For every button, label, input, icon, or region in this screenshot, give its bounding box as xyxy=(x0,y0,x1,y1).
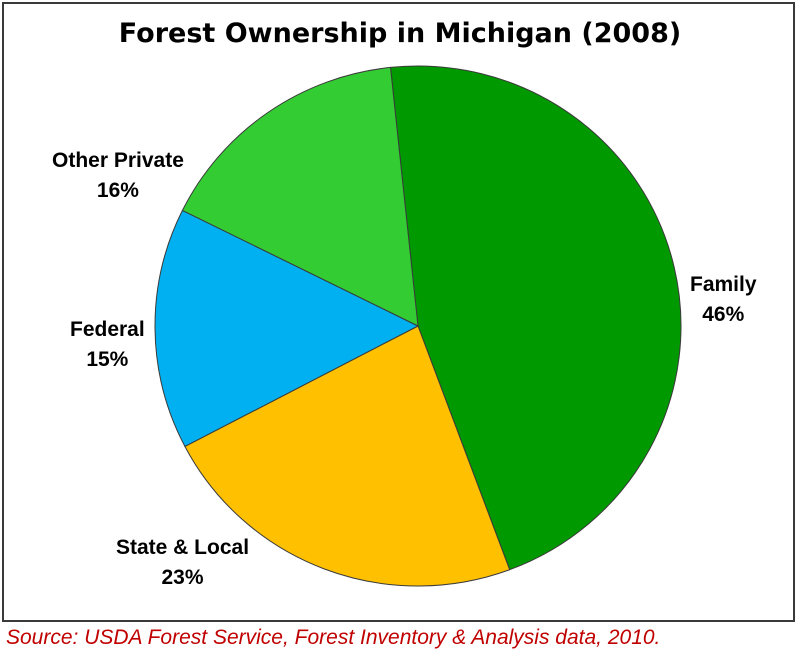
pie-slice-state-local xyxy=(184,325,511,587)
slice-label-state-local-name: State & Local xyxy=(116,536,250,559)
slice-label-family-value: 46% xyxy=(702,303,745,326)
slice-label-family: Family 46% xyxy=(690,270,757,330)
chart-title: Forest Ownership in Michigan (2008) xyxy=(118,18,682,49)
slice-label-other-private: Other Private 16% xyxy=(52,146,184,206)
source-note: Source: USDA Forest Service, Forest Inve… xyxy=(6,626,661,649)
slice-label-other-private-value: 16% xyxy=(96,179,139,202)
slice-label-state-local-value: 23% xyxy=(161,566,204,589)
pie-slice-federal xyxy=(154,209,420,448)
pie-slice-other-private xyxy=(181,66,419,327)
slice-label-federal-value: 15% xyxy=(86,348,129,371)
slice-label-other-private-name: Other Private xyxy=(52,149,184,172)
slice-label-federal-name: Federal xyxy=(70,318,145,341)
slice-label-federal: Federal 15% xyxy=(70,315,145,375)
slice-label-family-name: Family xyxy=(690,273,757,296)
slice-label-state-local: State & Local 23% xyxy=(116,533,249,593)
pie-slice-family xyxy=(389,65,682,571)
